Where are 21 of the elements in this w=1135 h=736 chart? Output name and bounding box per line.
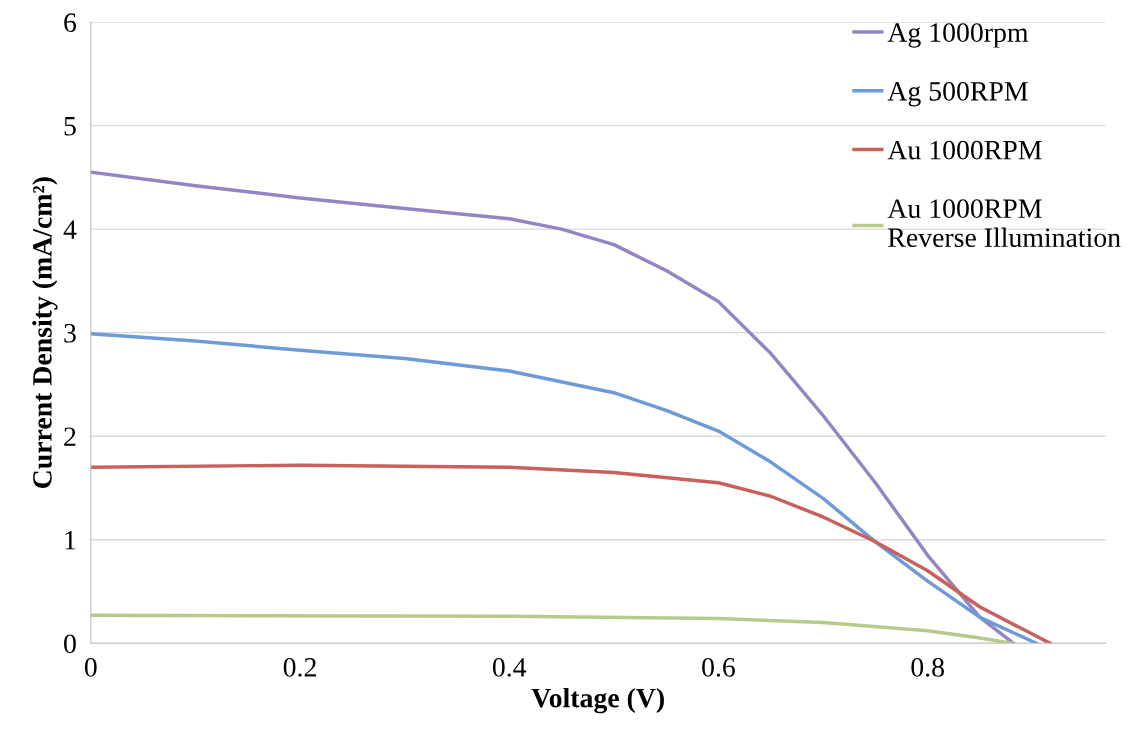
legend-label: Au 1000RPM	[887, 140, 1042, 160]
y-tick-label: 1	[65, 531, 76, 550]
x-tick-label: 0.2	[283, 657, 316, 677]
legend-label: Ag 500RPM	[887, 81, 1028, 107]
y-tick-label: 3	[64, 323, 76, 343]
legend-label: Au 1000RPM Reverse Illumination	[887, 199, 1121, 248]
y-tick-label: 5	[64, 117, 76, 136]
x-tick-label: 0.8	[911, 657, 944, 677]
line-series	[90, 613, 1014, 644]
y-tick-label: 6	[64, 13, 77, 32]
y-axis-title: Current Density (mA/cm²)	[32, 177, 58, 488]
x-axis-title: Voltage (V)	[531, 687, 664, 714]
x-tick-label: 0.6	[702, 657, 735, 677]
x-tick-label: 0.4	[492, 657, 527, 677]
line-series	[90, 331, 1039, 644]
x-tick-label: 0	[84, 657, 97, 677]
y-tick-label: 2	[64, 427, 76, 446]
legend-label: Ag 1000rpm	[887, 23, 1029, 48]
y-tick-label: 4	[63, 220, 77, 239]
line-series	[90, 463, 1052, 644]
y-tick-label: 0	[64, 634, 76, 654]
